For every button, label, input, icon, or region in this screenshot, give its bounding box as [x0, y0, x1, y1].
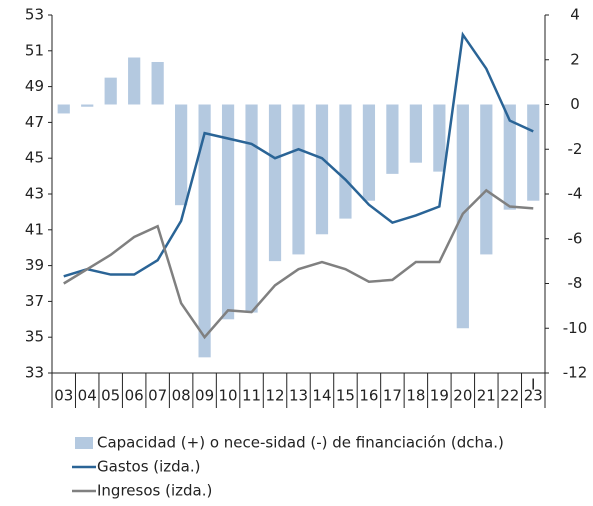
y-tick-label: 43 — [25, 185, 44, 203]
x-tick-label: 06 — [125, 387, 144, 405]
y2-tick-label: -8 — [568, 274, 583, 292]
y2-tick-label: -10 — [563, 319, 588, 337]
line — [63, 188, 534, 340]
y-tick-label: 49 — [25, 77, 44, 95]
y-tick-label: 51 — [25, 41, 44, 59]
legend-label: Capacidad (+) o nece-sidad (-) de financ… — [97, 434, 504, 452]
bar — [339, 104, 352, 219]
y2-tick-label: 4 — [570, 6, 580, 24]
x-tick-label: 18 — [406, 387, 425, 405]
y2-tick-label: -6 — [568, 229, 583, 247]
bar — [527, 104, 540, 201]
x-tick-label: 11 — [242, 387, 261, 405]
x-tick-label: 21 — [477, 387, 496, 405]
y-tick-label: 35 — [25, 328, 44, 346]
x-tick-label: 20 — [453, 387, 472, 405]
x-tick-label: 08 — [172, 387, 191, 405]
bar — [81, 104, 94, 107]
bar — [386, 104, 399, 174]
bar — [57, 104, 70, 114]
bar — [128, 57, 141, 105]
y-tick-label: 39 — [25, 256, 44, 274]
bar — [198, 104, 211, 358]
x-tick-label: 17 — [383, 387, 402, 405]
y-tick-label: 53 — [25, 6, 44, 24]
x-tick-label: 09 — [195, 387, 214, 405]
y2-tick-label: 2 — [570, 50, 580, 68]
x-tick-label: 12 — [265, 387, 284, 405]
bar — [221, 104, 235, 320]
y2-tick-label: -4 — [568, 185, 583, 203]
legend-label: Gastos (izda.) — [97, 458, 201, 476]
bar — [175, 104, 188, 206]
bar — [409, 104, 422, 163]
annotation: I — [531, 376, 535, 394]
y-tick-label: 33 — [25, 364, 44, 382]
y-tick-label: 41 — [25, 220, 44, 238]
x-tick-label: 05 — [101, 387, 120, 405]
y-tick-label: 47 — [25, 113, 44, 131]
x-tick-label: 03 — [54, 387, 73, 405]
bar — [104, 77, 117, 105]
y2-tick-label: -2 — [568, 140, 583, 158]
bar — [245, 104, 258, 313]
x-tick-label: 22 — [500, 387, 519, 405]
x-tick-label: 19 — [430, 387, 449, 405]
bar — [268, 104, 282, 262]
x-tick-label: 23 — [524, 387, 543, 405]
bar — [292, 104, 305, 255]
y2-tick-label: 0 — [570, 95, 580, 113]
x-tick-label: 15 — [336, 387, 355, 405]
x-tick-label: 07 — [148, 387, 167, 405]
bar — [433, 104, 446, 172]
bar — [315, 104, 329, 235]
x-tick-label: 04 — [78, 387, 97, 405]
bar — [503, 104, 516, 210]
x-tick-label: 13 — [289, 387, 308, 405]
legend-label: Ingresos (izda.) — [97, 482, 212, 500]
x-tick-label: 10 — [219, 387, 238, 405]
x-tick-label: 14 — [312, 387, 331, 405]
y-tick-label: 45 — [25, 149, 44, 167]
line — [63, 31, 534, 278]
legend-swatch — [75, 437, 93, 449]
y-tick-label: 37 — [25, 292, 44, 310]
bar — [151, 61, 164, 105]
x-tick-label: 16 — [359, 387, 378, 405]
bar — [362, 104, 376, 201]
bar — [480, 104, 493, 255]
y2-tick-label: -12 — [563, 364, 588, 382]
